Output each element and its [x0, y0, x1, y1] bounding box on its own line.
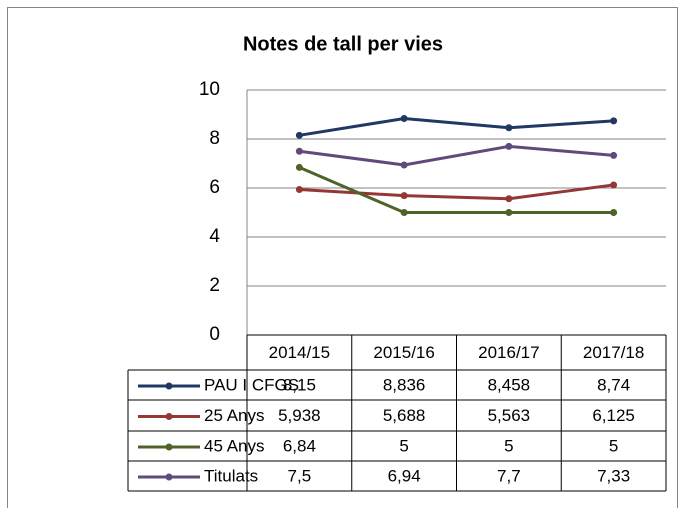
x-tick-label: 2015/16 — [373, 343, 434, 362]
table-value: 8,458 — [488, 375, 531, 394]
legend-key-marker — [165, 413, 173, 420]
y-tick-label: 6 — [209, 177, 220, 198]
legend-key-marker — [165, 473, 173, 481]
x-tick-label: 2014/15 — [269, 343, 330, 362]
legend-label: Titulats — [204, 466, 258, 485]
y-tick-label: 4 — [209, 226, 220, 247]
point — [505, 124, 513, 132]
table-value: 8,15 — [283, 375, 316, 394]
series-line — [299, 117, 614, 137]
table-value: 6,94 — [388, 466, 421, 485]
point — [400, 115, 408, 123]
point — [400, 209, 408, 216]
point — [295, 186, 303, 194]
series-line — [299, 183, 614, 201]
table-value: 5 — [504, 436, 513, 455]
table-value: 5,938 — [278, 406, 321, 425]
point — [610, 117, 618, 125]
chart-border — [7, 7, 678, 508]
point — [610, 181, 618, 189]
y-tick-label: 8 — [209, 128, 220, 149]
y-tick-label: 10 — [199, 79, 220, 100]
table-value: 8,74 — [597, 375, 630, 394]
point — [400, 161, 408, 169]
point — [295, 131, 303, 139]
table-value: 7,33 — [597, 466, 630, 485]
legend-key-marker — [165, 443, 173, 451]
table-value: 7,7 — [497, 466, 521, 485]
table-value: 5 — [609, 436, 618, 455]
point — [505, 209, 513, 216]
x-tick-label: 2016/17 — [478, 343, 539, 362]
series-line — [298, 166, 614, 214]
point — [610, 151, 618, 159]
y-tick-label: 2 — [209, 275, 220, 296]
table-value: 5,688 — [383, 406, 426, 425]
legend-label: 25 Anys — [204, 406, 265, 425]
legend-key-marker — [165, 382, 173, 390]
table-value: 6,125 — [592, 406, 635, 425]
point — [400, 192, 408, 200]
series-line — [299, 144, 614, 167]
point — [295, 147, 303, 155]
table-value: 5,563 — [488, 406, 531, 425]
point — [505, 195, 513, 203]
legend-label: PAU I CFGS — [204, 375, 299, 394]
table-value: 5 — [399, 436, 408, 455]
point — [610, 209, 618, 216]
table-value: 8,836 — [383, 375, 426, 394]
point — [295, 163, 303, 171]
x-tick-label: 2017/18 — [583, 343, 644, 362]
table-value: 6,84 — [283, 436, 316, 455]
chart-title: Notes de tall per vies — [243, 33, 443, 55]
table-value: 7,5 — [288, 466, 312, 485]
y-tick-label: 0 — [209, 324, 220, 345]
point — [505, 142, 513, 150]
legend-label: 45 Anys — [204, 436, 265, 455]
